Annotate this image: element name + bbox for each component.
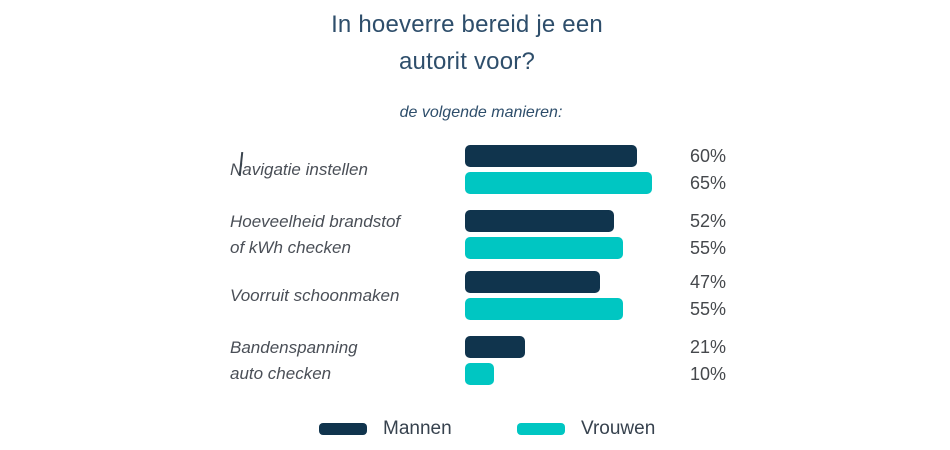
chart-row-navigatie: Navigatie instellen 60% 65% — [0, 145, 950, 194]
category-label-line1: Hoeveelheid brandstof — [230, 211, 401, 231]
bar-mannen — [465, 271, 600, 293]
value-label-mannen: 52% — [690, 211, 727, 231]
value-label-mannen: 60% — [690, 146, 727, 166]
category-label: Voorruit schoonmaken — [230, 271, 455, 320]
category-label: Hoeveelheid brandstof of kWh checken — [230, 210, 455, 259]
category-label: Bandenspanning auto checken — [230, 336, 455, 385]
bar-vrouwen — [465, 172, 652, 194]
value-label-mannen: 21% — [690, 337, 727, 357]
bar-mannen — [465, 336, 526, 358]
legend-item-vrouwen: Vrouwen — [517, 416, 655, 442]
legend-label-vrouwen: Vrouwen — [581, 418, 656, 439]
category-label-line1: Voorruit schoonmaken — [230, 285, 400, 305]
chart-row-voorruit: Voorruit schoonmaken 47% 55% — [0, 271, 950, 320]
legend: Mannen Vrouwen — [0, 416, 950, 444]
bar-mannen — [465, 145, 638, 167]
category-label: Navigatie instellen — [230, 145, 455, 194]
legend-swatch-vrouwen — [517, 423, 565, 435]
category-label-line2: of kWh checken — [230, 237, 351, 257]
category-label-line1: Navigatie instellen — [230, 159, 368, 179]
chart-title-line1: In hoeverre bereid je een — [331, 11, 603, 38]
bar-vrouwen — [465, 298, 623, 320]
bar-track — [465, 210, 752, 259]
category-label-line2: auto checken — [230, 363, 332, 383]
value-labels: 52% 55% — [690, 210, 760, 259]
value-label-vrouwen: 10% — [690, 364, 727, 384]
bar-track — [465, 145, 752, 194]
legend-item-mannen: Mannen — [319, 416, 452, 442]
bar-track — [465, 271, 752, 320]
value-label-vrouwen: 55% — [690, 299, 727, 319]
chart-title-line2: autorit voor? — [398, 48, 535, 75]
value-labels: 60% 65% — [690, 145, 760, 194]
value-labels: 21% 10% — [690, 336, 760, 385]
chart-subtitle: de volgende manieren: — [399, 104, 563, 121]
category-label-line1: Bandenspanning — [230, 337, 358, 357]
chart-title: In hoeverre bereid je een autorit voor? — [167, 6, 767, 80]
value-label-mannen: 47% — [690, 272, 727, 292]
chart-row-brandstof: Hoeveelheid brandstof of kWh checken 52%… — [0, 210, 950, 259]
chart-row-bandenspanning: Bandenspanning auto checken 21% 10% — [0, 336, 950, 385]
value-label-vrouwen: 65% — [690, 173, 727, 193]
bar-vrouwen — [465, 237, 623, 259]
legend-label-mannen: Mannen — [383, 418, 452, 439]
legend-swatch-mannen — [319, 423, 367, 435]
value-label-vrouwen: 55% — [690, 238, 727, 258]
bar-vrouwen — [465, 363, 494, 385]
value-labels: 47% 55% — [690, 271, 760, 320]
bar-track — [465, 336, 752, 385]
bar-mannen — [465, 210, 615, 232]
